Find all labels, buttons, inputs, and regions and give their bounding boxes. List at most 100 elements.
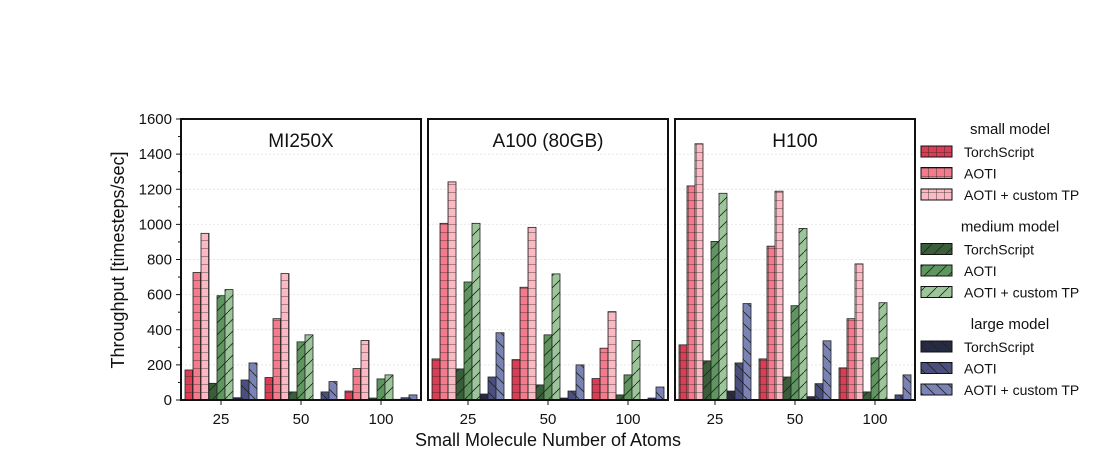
- bar-hatch: [208, 382, 218, 401]
- legend: small model TorchScript AOTI AOTI + custom …: [920, 121, 1079, 398]
- bar-hatch: [591, 378, 601, 401]
- bar-hatch: [623, 374, 633, 401]
- bar-hatch: [567, 390, 577, 401]
- y-tick-label: 0: [164, 392, 172, 409]
- panel-title: H100: [772, 131, 817, 152]
- bar-hatch: [511, 359, 521, 401]
- x-axis-label: Small Molecule Number of Atoms: [415, 430, 681, 450]
- panel-h100: 25 50 100 H100: [674, 118, 916, 428]
- bar-hatch: [344, 390, 354, 401]
- legend-swatch-hatch: [920, 383, 953, 396]
- bar-hatch: [455, 368, 465, 401]
- bar-hatch: [527, 226, 537, 401]
- legend-item-label: AOTI: [964, 166, 997, 182]
- bar-hatch: [854, 263, 864, 401]
- bar-hatch: [758, 358, 768, 401]
- bar-hatch: [431, 358, 441, 401]
- bar-hatch: [686, 185, 696, 401]
- y-tick-label: 1200: [139, 181, 172, 198]
- bar-hatch: [280, 273, 290, 401]
- bar-hatch: [216, 295, 226, 401]
- y-tick-label: 1000: [139, 216, 172, 233]
- bar-hatch: [264, 377, 274, 401]
- bar-hatch: [192, 272, 202, 401]
- legend-item-label: TorchScript: [964, 339, 1034, 355]
- bar-hatch: [655, 386, 665, 401]
- bar-hatch: [702, 360, 712, 401]
- x-tick-label: 50: [540, 411, 557, 428]
- bar-hatch: [304, 334, 314, 401]
- bar-hatch: [551, 273, 561, 401]
- panel-mi250x: 25 50 100 MI250X: [180, 118, 422, 428]
- y-tick-label: 800: [147, 252, 172, 269]
- bar-hatch: [447, 181, 457, 401]
- bar-hatch: [360, 340, 370, 401]
- bar-hatch: [774, 190, 784, 401]
- bar-hatch: [790, 305, 800, 401]
- bar-hatch: [902, 374, 912, 401]
- bar-hatch: [575, 364, 585, 401]
- bar-hatch: [463, 281, 473, 401]
- bar-hatch: [384, 374, 394, 401]
- bar-hatch: [798, 228, 808, 401]
- x-tick-label: 100: [368, 411, 393, 428]
- legend-group-title: large model: [971, 316, 1049, 333]
- bar-hatch: [543, 334, 553, 401]
- legend-item-label: AOTI + custom TP: [964, 187, 1079, 203]
- bar-hatch: [288, 391, 298, 401]
- legend-item-label: AOTI: [964, 361, 997, 377]
- x-tick-label: 100: [615, 411, 640, 428]
- bar-hatch: [535, 384, 545, 401]
- legend-swatch-hatch: [920, 243, 953, 255]
- bar-hatch: [599, 347, 609, 401]
- y-axis-label: Throughput [timesteps/sec]: [108, 151, 128, 368]
- legend-item-label: TorchScript: [964, 144, 1034, 160]
- bar-hatch: [471, 222, 481, 401]
- bar-hatch: [838, 367, 848, 401]
- bar-hatch: [200, 232, 210, 401]
- panel-title: A100 (80GB): [493, 131, 604, 152]
- y-tick-label: 1600: [139, 111, 172, 128]
- bar-hatch: [814, 383, 824, 401]
- legend-group-title: medium model: [961, 219, 1059, 236]
- panel-title: MI250X: [268, 131, 334, 152]
- legend-swatch-hatch: [920, 340, 953, 353]
- bar-hatch: [352, 368, 362, 401]
- x-tick-label: 25: [707, 411, 724, 428]
- x-tick-label: 50: [293, 411, 310, 428]
- legend-item-label: AOTI + custom TP: [964, 285, 1079, 301]
- panel-frame: [674, 118, 916, 401]
- bar-hatch: [710, 241, 720, 401]
- y-tick-label: 200: [147, 357, 172, 374]
- bar-hatch: [631, 340, 641, 401]
- legend-swatch-hatch: [920, 167, 953, 179]
- bar-hatch: [822, 340, 832, 401]
- bar-hatch: [320, 391, 330, 401]
- legend-item-label: TorchScript: [964, 242, 1034, 258]
- panels: 25 50 100 MI250X 25 50 100 A100 (80GB) 25 50 100 H1…: [180, 118, 916, 428]
- legend-swatch-hatch: [920, 362, 953, 374]
- bar-hatch: [766, 245, 776, 401]
- bar-hatch: [487, 376, 497, 401]
- x-tick-label: 25: [213, 411, 230, 428]
- legend-swatch-hatch: [920, 188, 953, 201]
- bar-hatch: [718, 192, 728, 401]
- bar-hatch: [184, 369, 194, 401]
- x-tick-label: 25: [460, 411, 477, 428]
- x-tick-label: 100: [862, 411, 887, 428]
- bar-hatch: [376, 378, 386, 401]
- panel-a100-80gb-: 25 50 100 A100 (80GB): [427, 118, 669, 428]
- bar-hatch: [678, 344, 688, 401]
- legend-swatch-hatch: [920, 264, 953, 277]
- bar-hatch: [272, 318, 282, 401]
- bar-hatch: [878, 302, 888, 401]
- bar-hatch: [495, 332, 505, 401]
- bar-hatch: [870, 357, 880, 401]
- panel-frame: [427, 118, 669, 401]
- panel-frame: [180, 118, 422, 401]
- bar-hatch: [782, 376, 792, 401]
- x-tick-label: 50: [787, 411, 804, 428]
- legend-item-label: AOTI: [964, 263, 997, 279]
- bar-hatch: [328, 381, 338, 401]
